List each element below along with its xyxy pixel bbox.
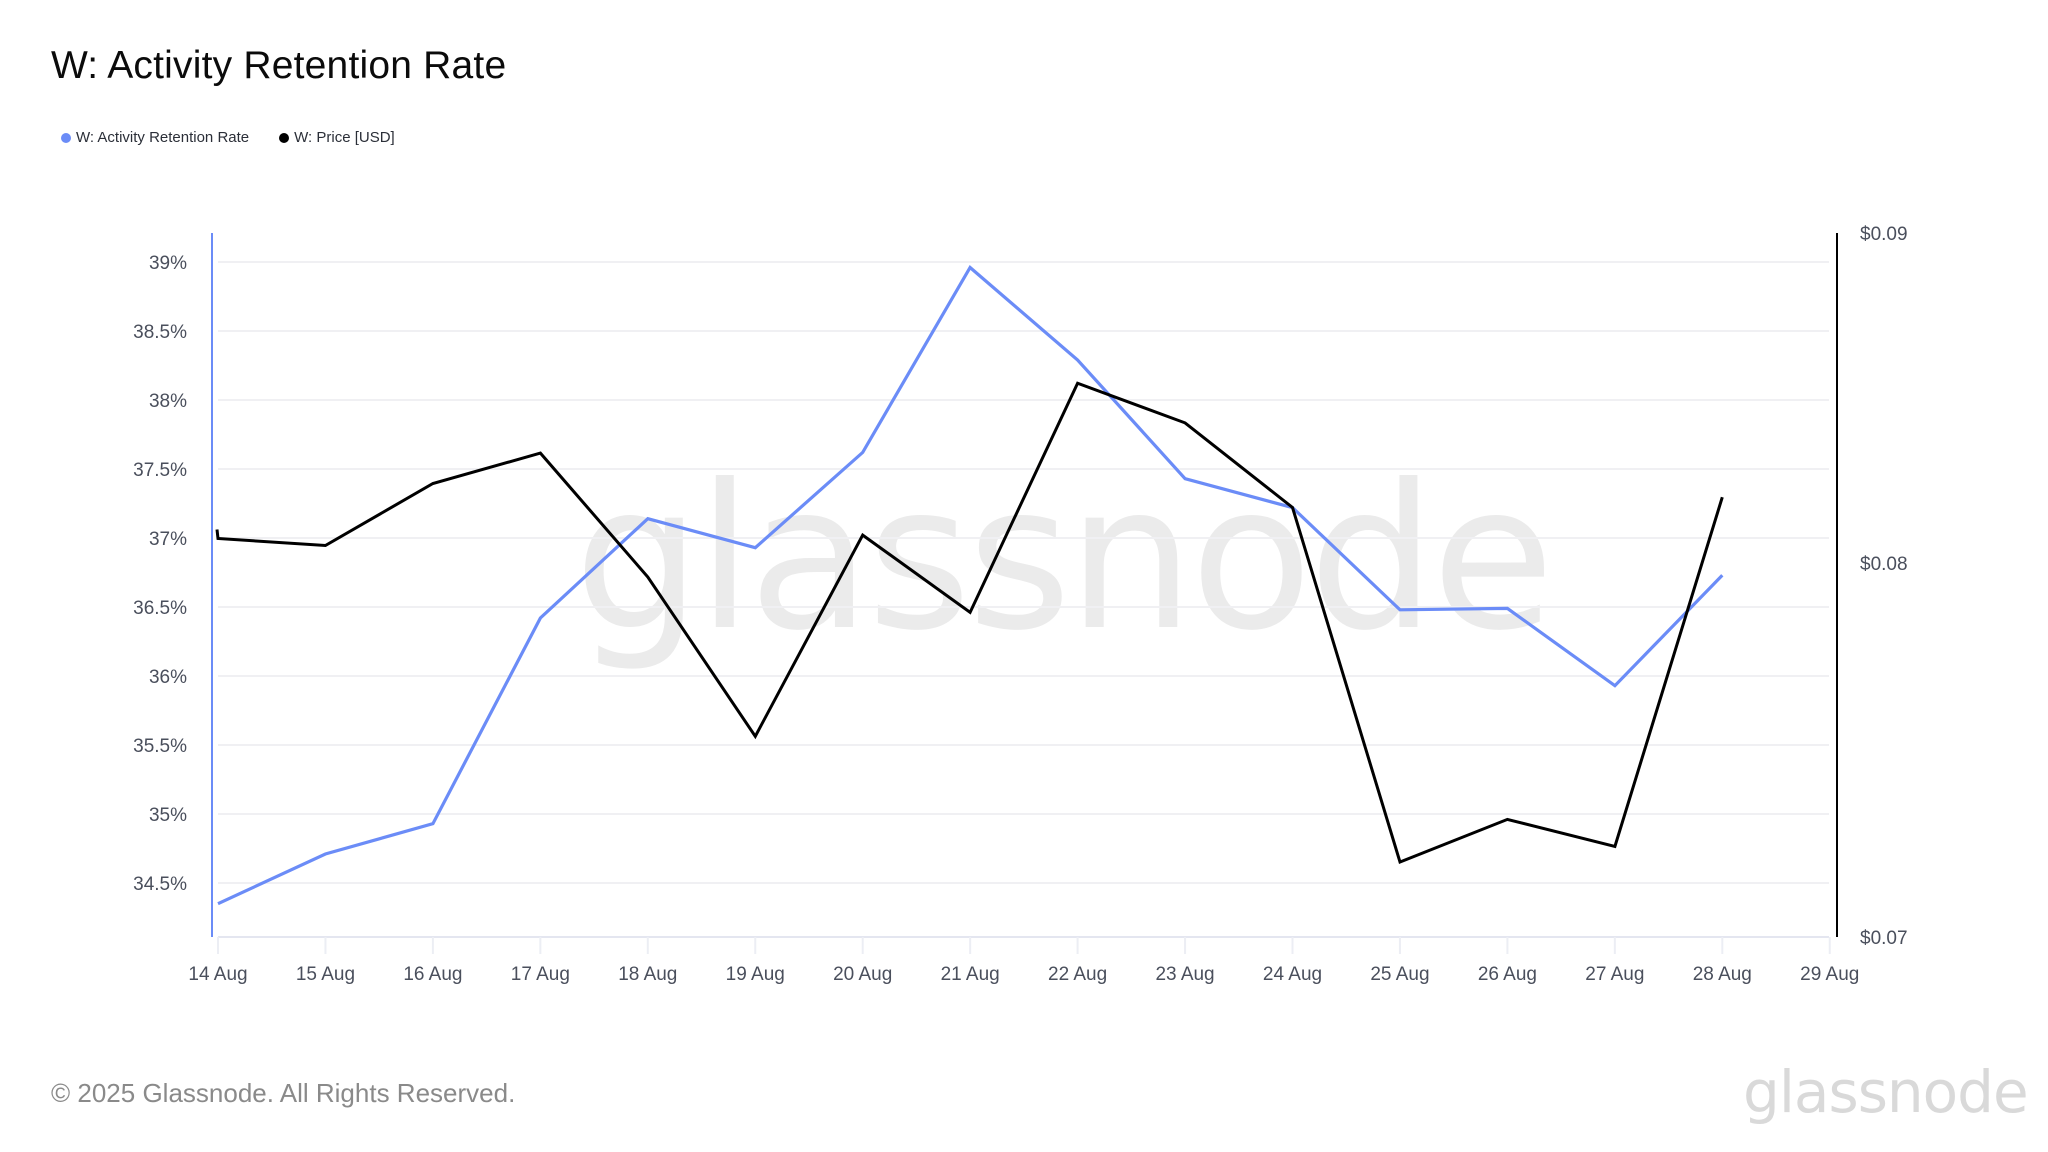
legend-dot-icon [279, 132, 290, 143]
x-axis-tick-label: 15 Aug [296, 964, 355, 985]
right-axis-tick-label: $0.09 [1860, 224, 1908, 245]
glassnode-logo: glassnode [1743, 1058, 2029, 1126]
left-axis-tick-label: 36.5% [133, 598, 187, 619]
x-axis-tick-label: 27 Aug [1585, 964, 1644, 985]
left-axis-tick-label: 37% [149, 529, 187, 550]
x-axis-tick-label: 24 Aug [1263, 964, 1322, 985]
x-axis-tick-label: 16 Aug [403, 964, 462, 985]
legend-label: W: Price [USD] [294, 129, 395, 146]
x-axis-tick-label: 29 Aug [1800, 964, 1859, 985]
x-axis-tick-label: 23 Aug [1155, 964, 1214, 985]
x-axis-tick-label: 18 Aug [618, 964, 677, 985]
left-axis-tick-label: 34.5% [133, 874, 187, 895]
x-axis-tick-label: 25 Aug [1370, 964, 1429, 985]
left-axis-tick-label: 36% [149, 667, 187, 688]
left-axis-tick-label: 38% [149, 391, 187, 412]
left-axis-tick-label: 37.5% [133, 460, 187, 481]
left-axis-tick-label: 35% [149, 805, 187, 826]
x-axis-tick-label: 28 Aug [1693, 964, 1752, 985]
legend-item-price[interactable]: W: Price [USD] [279, 129, 395, 146]
legend-dot-icon [61, 132, 71, 143]
x-axis-tick-label: 19 Aug [726, 964, 785, 985]
x-axis-tick-label: 17 Aug [511, 964, 570, 985]
series-lines [215, 265, 1724, 906]
chart-legend: W: Activity Retention Rate W: Price [USD… [61, 129, 425, 146]
chart-title: W: Activity Retention Rate [51, 44, 507, 87]
legend-item-retention-rate[interactable]: W: Activity Retention Rate [61, 129, 249, 146]
retention-rate-line[interactable] [217, 265, 1724, 906]
price-line[interactable] [215, 381, 1724, 864]
right-axis-tick-label: $0.07 [1860, 928, 1908, 949]
axes: 39% 38.5% 38% 37.5% 37% 36.5% 36% 35.5% 35% 34.5%… [133, 224, 1907, 985]
x-axis-tick-label: 22 Aug [1048, 964, 1107, 985]
x-axis-tick-label: 26 Aug [1478, 964, 1537, 985]
left-axis-tick-label: 39% [149, 253, 187, 274]
x-axis-tick-label: 20 Aug [833, 964, 892, 985]
copyright-text: © 2025 Glassnode. All Rights Reserved. [51, 1078, 516, 1108]
left-axis-tick-label: 35.5% [133, 736, 187, 757]
x-axis-tick-label: 21 Aug [941, 964, 1000, 985]
right-axis-tick-label: $0.08 [1860, 554, 1908, 575]
legend-label: W: Activity Retention Rate [76, 129, 250, 146]
x-axis-tick-label: 14 Aug [188, 964, 247, 985]
watermark-text: glassnode [574, 442, 1551, 675]
watermark: glassnode [574, 442, 1555, 675]
left-axis-tick-label: 38.5% [133, 322, 187, 343]
